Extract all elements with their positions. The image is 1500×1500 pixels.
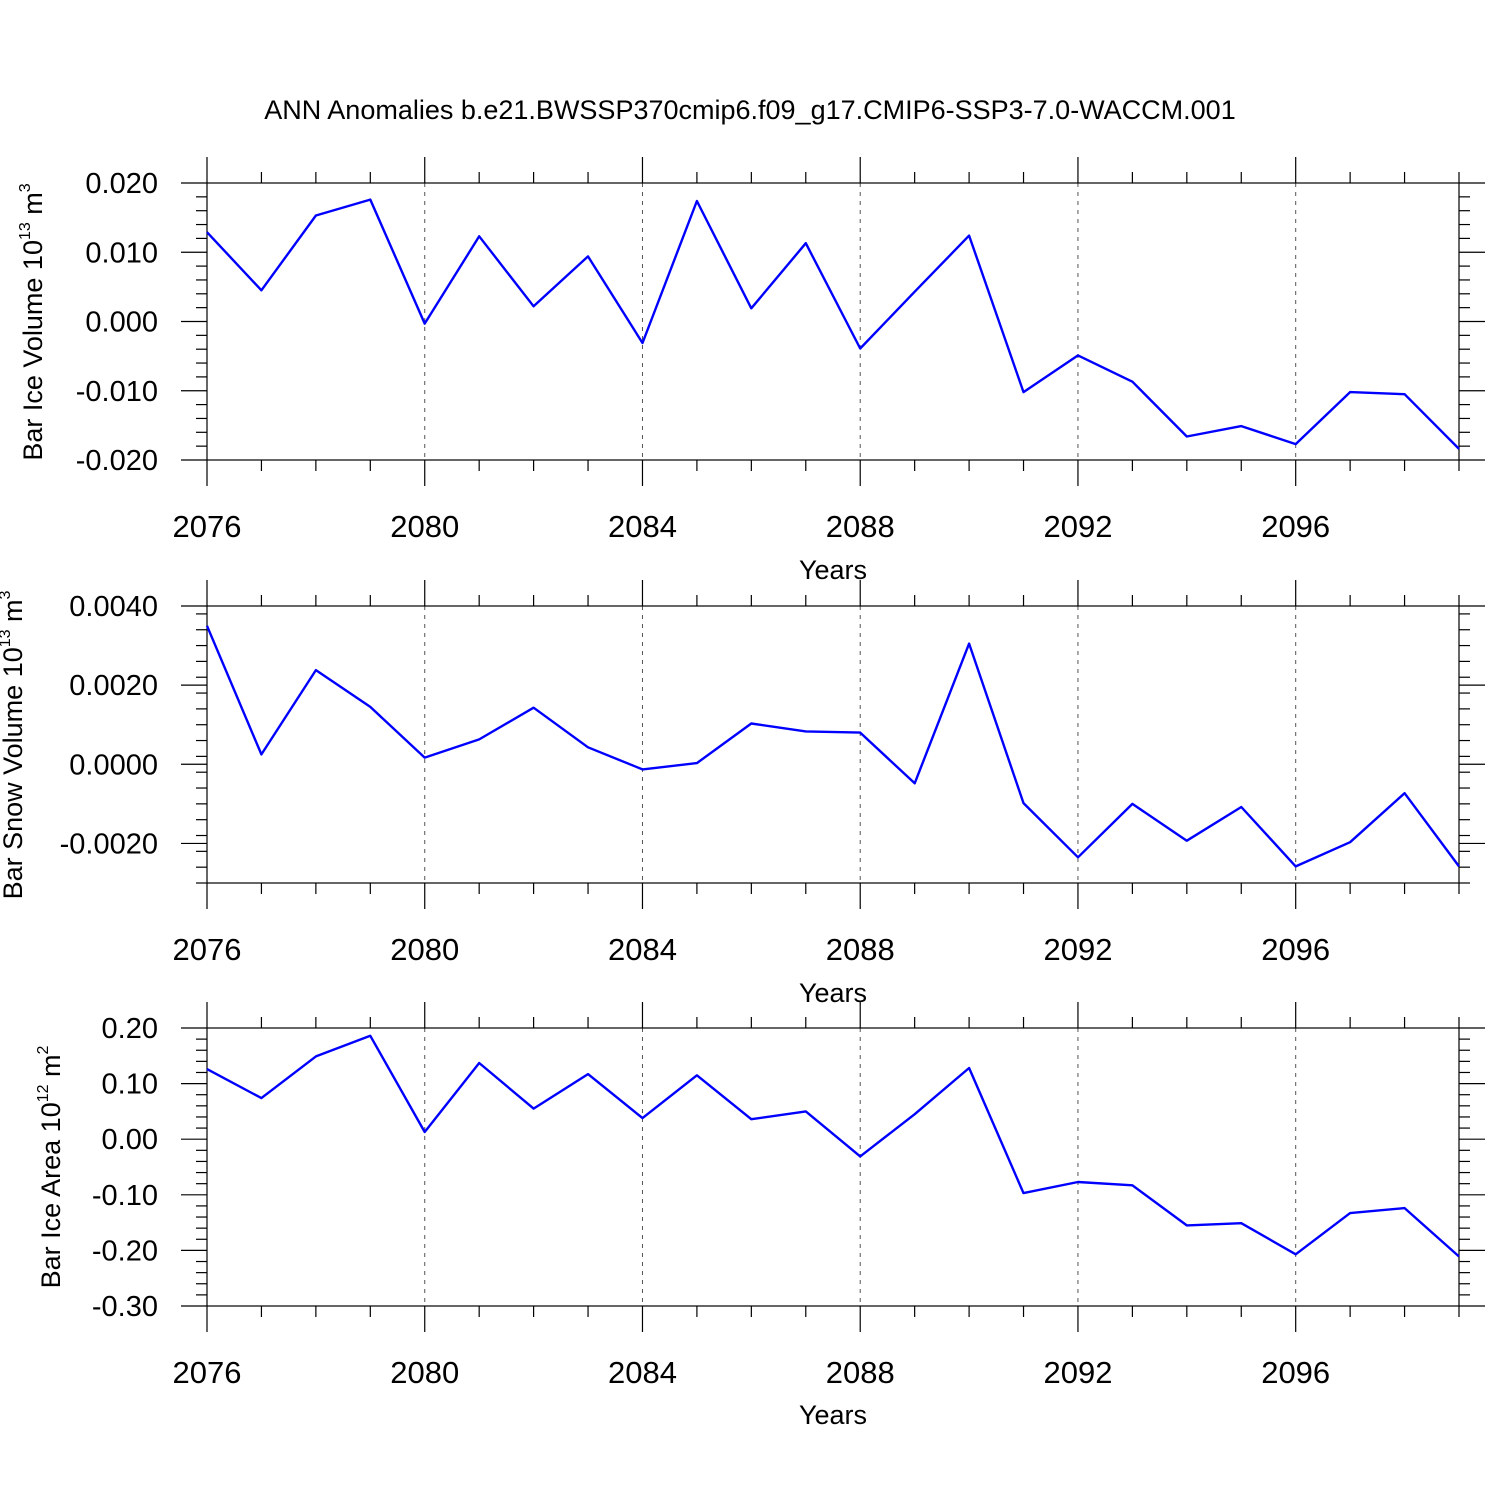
xlabel-years: Years [799,1400,867,1430]
x-tick-label: 2084 [608,509,677,544]
y-tick-label: 0.0020 [69,670,158,702]
y-tick-label: -0.010 [76,376,158,408]
y-tick-label: 0.020 [85,168,158,200]
x-tick-label: 2088 [826,1355,895,1390]
y-tick-label: -0.20 [92,1235,158,1267]
xlabel-years: Years [799,978,867,1008]
y-tick-label: -0.020 [76,445,158,477]
panel-ice-area: Bar Ice Area 1012 m2 Years 2076 2080 2084 2… [35,1002,1485,1430]
y-tick-label: 0.010 [85,237,158,269]
series-line-ice-area [206,1034,1460,1258]
y-tick-label: 0.0040 [69,591,158,623]
ylabel-ice-volume: Bar Ice Volume 1013 m3 [17,183,48,460]
panel-ice-volume: Bar Ice Volume 1013 m3 Years 2076 2080 208… [17,157,1485,585]
series-line-ice-volume [206,198,1460,450]
plot-frame-ice-volume [206,182,1460,461]
y-tick-label: 0.00 [102,1124,158,1156]
panel-snow-volume: Bar Snow Volume 1013 m3 Years 2076 2080 20… [0,580,1485,1008]
series-line-snow-volume [205,625,1460,868]
plot-frame-snow-volume [206,605,1460,884]
x-tick-label: 2088 [826,509,895,544]
x-tick-label: 2076 [173,932,242,967]
y-tick-label: -0.10 [92,1180,158,1212]
figure-title: ANN Anomalies b.e21.BWSSP370cmip6.f09_g1… [264,95,1235,125]
y-tick-label: 0.10 [102,1069,158,1101]
x-tick-label: 2084 [608,932,677,967]
x-tick-label: 2088 [826,932,895,967]
x-tick-label: 2096 [1261,1355,1330,1390]
x-tick-label: 2092 [1043,1355,1112,1390]
plot-frame-ice-area [206,1027,1460,1307]
y-tick-label: -0.0020 [60,828,158,860]
x-tick-label: 2080 [390,1355,459,1390]
x-tick-label: 2076 [173,1355,242,1390]
x-tick-label: 2096 [1261,509,1330,544]
x-tick-label: 2076 [173,509,242,544]
y-tick-label: -0.30 [92,1291,158,1323]
y-tick-label: 0.000 [85,307,158,339]
ylabel-snow-volume: Bar Snow Volume 1013 m3 [0,590,28,899]
x-tick-label: 2084 [608,1355,677,1390]
x-tick-label: 2092 [1043,932,1112,967]
x-tick-label: 2080 [390,509,459,544]
x-tick-label: 2080 [390,932,459,967]
y-tick-label: 0.0000 [69,749,158,781]
x-tick-label: 2096 [1261,932,1330,967]
xlabel-years: Years [799,555,867,585]
y-tick-label: 0.20 [102,1013,158,1045]
ylabel-ice-area: Bar Ice Area 1012 m2 [35,1045,66,1288]
x-tick-label: 2092 [1043,509,1112,544]
